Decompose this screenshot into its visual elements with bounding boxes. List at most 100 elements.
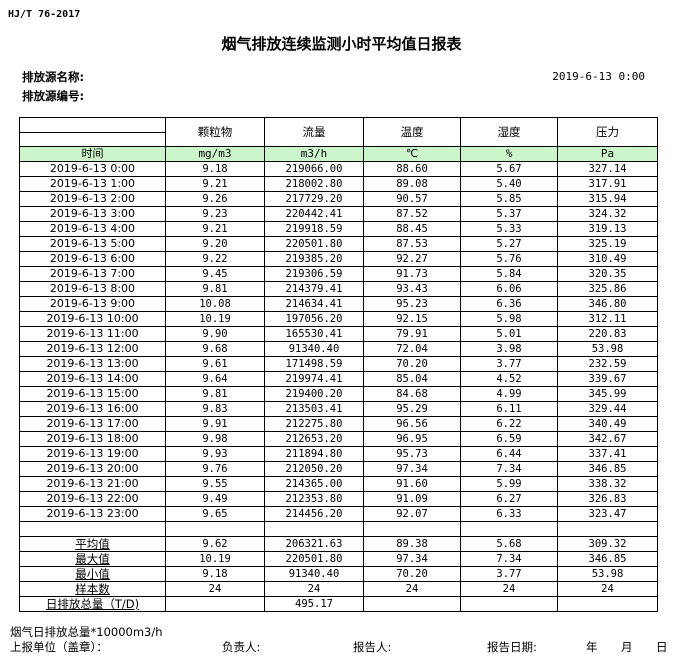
value-cell: 214379.41 [264,281,364,297]
table-row: 2019-6-13 7:00 9.45 219306.59 91.73 5.84 320.… [19,266,658,282]
value-cell: 345.99 [557,386,658,402]
unit-cell: % [460,146,558,162]
time-cell: 2019-6-13 0:00 [19,161,166,177]
value-cell: 9.45 [165,266,265,282]
summary-row: 日排放总量（T/D) 495.17 [19,596,658,612]
summary-value: 346.85 [557,551,658,567]
source-id-label: 排放源编号: [22,89,85,103]
value-cell: 220.83 [557,326,658,342]
table-row: 2019-6-13 3:00 9.23 220442.41 87.52 5.37 324.… [19,206,658,222]
summary-value: 24 [460,581,558,597]
unit-row: 时间 mg/m3 m3/h ℃ % Pa [19,146,658,162]
value-cell: 4.52 [460,371,558,387]
value-cell: 325.86 [557,281,658,297]
value-cell: 219974.41 [264,371,364,387]
value-cell: 327.14 [557,161,658,177]
time-cell: 2019-6-13 18:00 [19,431,166,447]
summary-value: 495.17 [264,596,364,612]
value-cell: 4.99 [460,386,558,402]
value-cell: 93.43 [363,281,461,297]
table-row: 2019-6-13 1:00 9.21 218002.80 89.08 5.40 317.… [19,176,658,192]
value-cell: 89.08 [363,176,461,192]
value-cell: 91.73 [363,266,461,282]
summary-label: 日排放总量（T/D) [19,596,166,612]
value-cell: 7.34 [460,461,558,477]
time-cell: 2019-6-13 22:00 [19,491,166,507]
unit-cell: mg/m3 [165,146,265,162]
value-cell: 213503.41 [264,401,364,417]
summary-value: 53.98 [557,566,658,582]
time-cell: 2019-6-13 15:00 [19,386,166,402]
time-cell: 2019-6-13 6:00 [19,251,166,267]
value-cell: 9.49 [165,491,265,507]
footer-date-label: 报告日期: [487,640,537,654]
value-cell: 9.81 [165,386,265,402]
value-cell: 9.90 [165,326,265,342]
value-cell: 232.59 [557,356,658,372]
value-cell: 320.35 [557,266,658,282]
value-cell: 337.41 [557,446,658,462]
value-cell: 197056.20 [264,311,364,327]
time-header: 时间 [19,146,166,162]
value-cell: 212653.20 [264,431,364,447]
table-row: 2019-6-13 17:00 9.91 212275.80 96.56 6.22 340… [19,416,658,432]
time-cell: 2019-6-13 4:00 [19,221,166,237]
time-cell: 2019-6-13 10:00 [19,311,166,327]
time-cell: 2019-6-13 13:00 [19,356,166,372]
time-cell: 2019-6-13 21:00 [19,476,166,492]
time-cell: 2019-6-13 11:00 [19,326,166,342]
time-cell: 2019-6-13 16:00 [19,401,166,417]
time-cell: 2019-6-13 8:00 [19,281,166,297]
value-cell: 219066.00 [264,161,364,177]
footer-unit-label: 上报单位（盖章）： [10,640,108,654]
table-row: 2019-6-13 21:00 9.55 214365.00 91.60 5.99 338… [19,476,658,492]
summary-value: 89.38 [363,536,461,552]
time-cell: 2019-6-13 9:00 [19,296,166,312]
value-cell: 9.83 [165,401,265,417]
value-cell: 317.91 [557,176,658,192]
summary-value: 24 [165,581,265,597]
value-cell: 91.09 [363,491,461,507]
value-cell: 219306.59 [264,266,364,282]
value-cell: 171498.59 [264,356,364,372]
value-cell: 9.20 [165,236,265,252]
value-cell: 9.61 [165,356,265,372]
value-cell: 97.34 [363,461,461,477]
summary-value: 10.19 [165,551,265,567]
footer-month: 月 [621,640,633,654]
value-cell: 5.27 [460,236,558,252]
summary-row: 最小值 9.18 91340.40 70.20 3.77 53.98 [19,566,658,582]
value-cell: 9.64 [165,371,265,387]
table-row: 2019-6-13 11:00 9.90 165530.41 79.91 5.01 220… [19,326,658,342]
table-row: 2019-6-13 14:00 9.64 219974.41 85.04 4.52 339… [19,371,658,387]
col-header: 压力 [557,117,658,147]
table-row: 2019-6-13 23:00 9.65 214456.20 92.07 6.33 323… [19,506,658,522]
value-cell: 325.19 [557,236,658,252]
time-cell: 2019-6-13 3:00 [19,206,166,222]
value-cell: 90.57 [363,191,461,207]
unit-cell: ℃ [363,146,461,162]
value-cell: 5.67 [460,161,558,177]
value-cell: 310.49 [557,251,658,267]
summary-value: 309.32 [557,536,658,552]
value-cell: 329.44 [557,401,658,417]
summary-value [557,596,658,612]
table-row: 2019-6-13 9:00 10.08 214634.41 95.23 6.36 346… [19,296,658,312]
table-row: 2019-6-13 13:00 9.61 171498.59 70.20 3.77 232… [19,356,658,372]
summary-value: 206321.63 [264,536,364,552]
summary-value: 9.18 [165,566,265,582]
value-cell: 220501.80 [264,236,364,252]
value-cell: 9.76 [165,461,265,477]
table-row: 2019-6-13 8:00 9.81 214379.41 93.43 6.06 325.… [19,281,658,297]
value-cell: 95.29 [363,401,461,417]
value-cell: 9.26 [165,191,265,207]
empty-cell [264,521,364,537]
value-cell: 6.59 [460,431,558,447]
value-cell: 9.65 [165,506,265,522]
value-cell: 9.23 [165,206,265,222]
summary-value: 24 [363,581,461,597]
value-cell: 315.94 [557,191,658,207]
value-cell: 6.36 [460,296,558,312]
value-cell: 9.93 [165,446,265,462]
